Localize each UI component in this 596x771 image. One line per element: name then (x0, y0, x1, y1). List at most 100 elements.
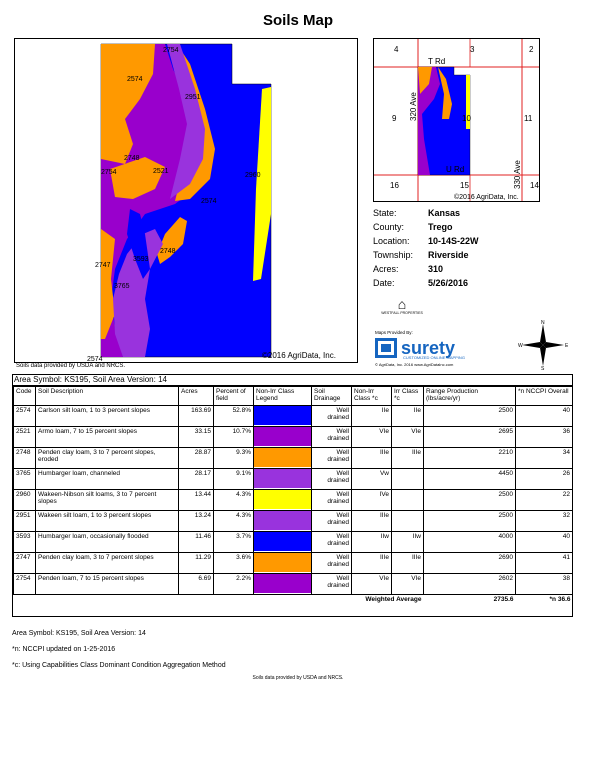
cell-irr: IIe (391, 405, 424, 427)
soil-polygon-2747 (101, 229, 115, 339)
compass-rose-icon: N E S W (518, 320, 569, 372)
cell-acres: 13.44 (178, 489, 214, 511)
cell-range: 4000 (423, 531, 516, 553)
cell-range: 2500 (423, 510, 516, 532)
maps-provided-by: Maps Provided By: (375, 330, 413, 335)
section-label: 4 (394, 45, 399, 54)
notes: Area Symbol: KS195, Soil Area Version: 1… (12, 630, 226, 678)
cell-desc: Carlson silt loam, 1 to 3 percent slopes (35, 405, 179, 427)
cell-acres: 28.17 (178, 468, 214, 490)
road-label: 320 Ave (409, 92, 418, 121)
cell-nonirr: IIIe (351, 510, 392, 532)
cell-code: 3765 (13, 468, 36, 490)
cell-acres: 6.69 (178, 573, 214, 595)
legend-swatch (253, 510, 312, 532)
weighted-label: Weighted Average (365, 596, 422, 603)
col-header: Range Production (lbs/acre/yr) (423, 386, 516, 406)
property-info: State: Kansas County: Trego Location: 10-14… (373, 206, 479, 290)
cell-drain: Well drained (311, 489, 352, 511)
cell-desc: Wakeen-Nibson silt loams, 3 to 7 percent… (35, 489, 179, 511)
section-label: 15 (460, 181, 469, 190)
col-header: Soil Description (35, 386, 179, 406)
cell-range: 2690 (423, 552, 516, 574)
cell-pct: 3.7% (213, 531, 254, 553)
cell-pct: 9.3% (213, 447, 254, 469)
legend-swatch (253, 552, 312, 574)
note-area-symbol: Area Symbol: KS195, Soil Area Version: 1… (12, 630, 146, 637)
road-label: T Rd (428, 57, 445, 66)
cell-range: 2695 (423, 426, 516, 448)
cell-pct: 2.2% (213, 573, 254, 595)
map-label: 2960 (245, 172, 261, 179)
soil-polygon-2748-d (157, 217, 187, 264)
table-row: 3765 Humbarger loam, channeled 28.17 9.1% We… (13, 468, 573, 490)
weighted-average-row: Weighted Average 2735.6 *n 36.6 (14, 595, 573, 616)
cell-drain: Well drained (311, 447, 352, 469)
cell-range: 2500 (423, 405, 516, 427)
table-row: 2521 Armo loam, 7 to 15 percent slopes 33.… (13, 426, 573, 448)
col-header: Code (13, 386, 36, 406)
info-row-state: State: Kansas (373, 208, 461, 218)
soil-polygon-3593 (127, 209, 150, 279)
map-label: 3593 (133, 256, 149, 263)
soil-polygon-2748-a (101, 44, 155, 164)
svg-text:N: N (541, 320, 545, 326)
cell-nccpi: 22 (515, 489, 573, 511)
surety-footer: © AgriData, Inc. 2016 www.AgriDataInc.co… (375, 362, 454, 367)
soil-polygon-2754 (101, 339, 120, 357)
map-label: 2754 (101, 169, 117, 176)
section-label: 3 (470, 45, 475, 54)
cell-code: 2747 (13, 552, 36, 574)
cell-desc: Humbarger loam, channeled (35, 468, 179, 490)
cell-pct: 4.3% (213, 510, 254, 532)
cell-nccpi: 26 (515, 468, 573, 490)
cell-code: 2951 (13, 510, 36, 532)
cell-nonirr: IIIe (351, 552, 392, 574)
soil-polygon-2960 (253, 87, 271, 281)
cell-range: 2210 (423, 447, 516, 469)
cell-drain: Well drained (311, 405, 352, 427)
map-label: 2574 (201, 198, 217, 205)
cell-code: 2754 (13, 573, 36, 595)
soil-polygon-2521 (101, 44, 205, 357)
col-header: Irr Class *c (391, 386, 424, 406)
cell-code: 2748 (13, 447, 36, 469)
legend-swatch (253, 405, 312, 427)
note-nccpi: *n: NCCPI updated on 1-25-2016 (12, 646, 116, 653)
section-label: 11 (524, 114, 533, 123)
col-header: Soil Drainage (311, 386, 352, 406)
westfall-logo: ⌂ WESTFALL PROPERTIES (372, 297, 432, 315)
cell-irr (391, 510, 424, 532)
map-label: 2951 (185, 94, 201, 101)
weighted-nccpi: *n 36.6 (549, 596, 571, 603)
cell-nonirr: IIe (351, 405, 392, 427)
section-label: 2 (529, 45, 534, 54)
cell-acres: 28.87 (178, 447, 214, 469)
surety-name: surety (401, 338, 455, 358)
cell-nccpi: 34 (515, 447, 573, 469)
cell-range: 2500 (423, 489, 516, 511)
cell-acres: 11.46 (178, 531, 214, 553)
section-label: 10 (462, 114, 471, 123)
info-row-acres: Acres: 310 (373, 264, 444, 274)
cell-acres: 13.24 (178, 510, 214, 532)
map-label: 2747 (95, 262, 111, 269)
table-row: 2747 Penden clay loam, 3 to 7 percent slo… (13, 552, 573, 574)
soil-polygon-2951 (167, 44, 205, 199)
cell-code: 3593 (13, 531, 36, 553)
cell-code: 2521 (13, 426, 36, 448)
cell-range: 4450 (423, 468, 516, 490)
map-label: 2748 (160, 248, 176, 255)
svg-text:W: W (518, 343, 523, 349)
cell-nonirr: Vw (351, 468, 392, 490)
cell-nccpi: 36 (515, 426, 573, 448)
info-row-township: Township: Riverside (373, 250, 469, 260)
cell-desc: Armo loam, 7 to 15 percent slopes (35, 426, 179, 448)
cell-acres: 11.29 (178, 552, 214, 574)
cell-drain: Well drained (311, 510, 352, 532)
section-label: 9 (392, 114, 397, 123)
cell-irr: VIe (391, 426, 424, 448)
westfall-logo-icon: ⌂ (397, 296, 407, 312)
map-label: 2521 (153, 168, 169, 175)
cell-nccpi: 40 (515, 405, 573, 427)
